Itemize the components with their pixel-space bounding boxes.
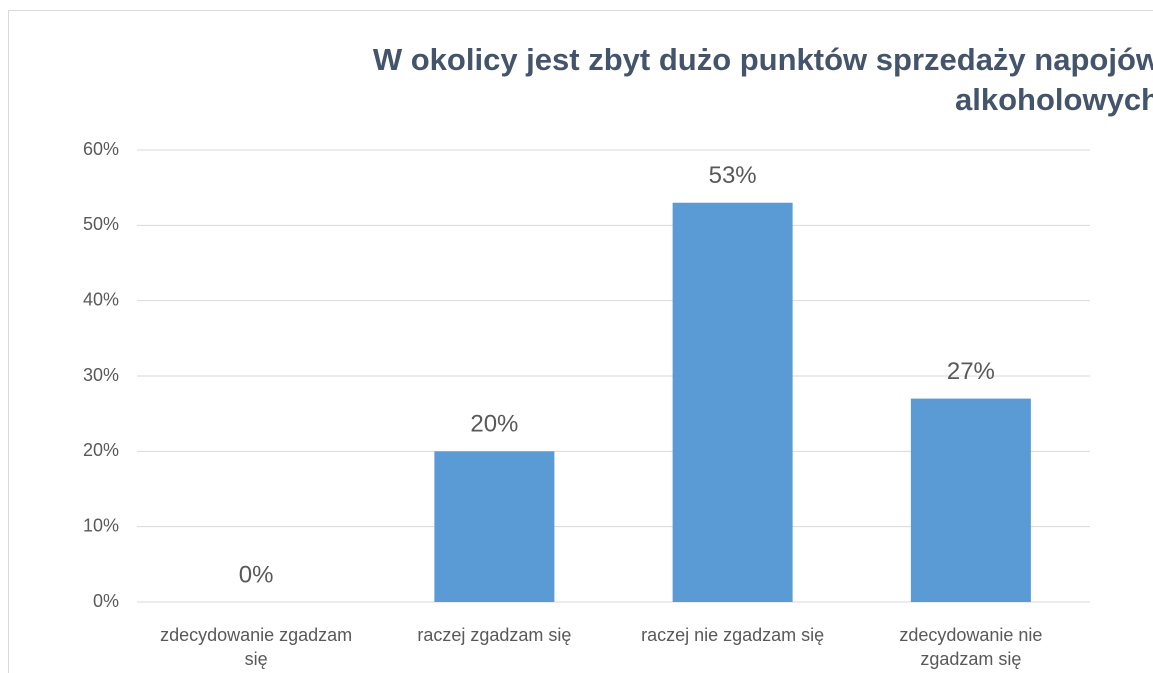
x-tick-label: zdecydowanie zgadzam się: [160, 625, 353, 669]
x-tick-label: raczej nie zgadzam się: [641, 625, 825, 645]
y-tick-label: 0%: [93, 591, 119, 611]
y-tick-label: 30%: [83, 365, 119, 385]
chart-border: [8, 10, 1153, 673]
bar: [434, 451, 555, 602]
x-tick-label: zdecydowanie nie zgadzam się: [899, 625, 1043, 669]
chart-title: W okolicy jest zbyt dużo punktów sprzeda…: [372, 42, 1153, 117]
bar: [910, 398, 1031, 602]
y-tick-label: 40%: [83, 289, 119, 309]
y-tick-label: 10%: [83, 515, 119, 535]
data-label: 53%: [709, 162, 757, 189]
x-tick-label: raczej zgadzam się: [417, 625, 572, 645]
bar: [672, 202, 793, 602]
data-label: 27%: [947, 358, 995, 385]
data-label: 0%: [239, 561, 274, 588]
y-tick-label: 50%: [83, 214, 119, 234]
y-tick-label: 60%: [83, 139, 119, 159]
data-label: 20%: [470, 411, 518, 438]
y-tick-label: 20%: [83, 440, 119, 460]
